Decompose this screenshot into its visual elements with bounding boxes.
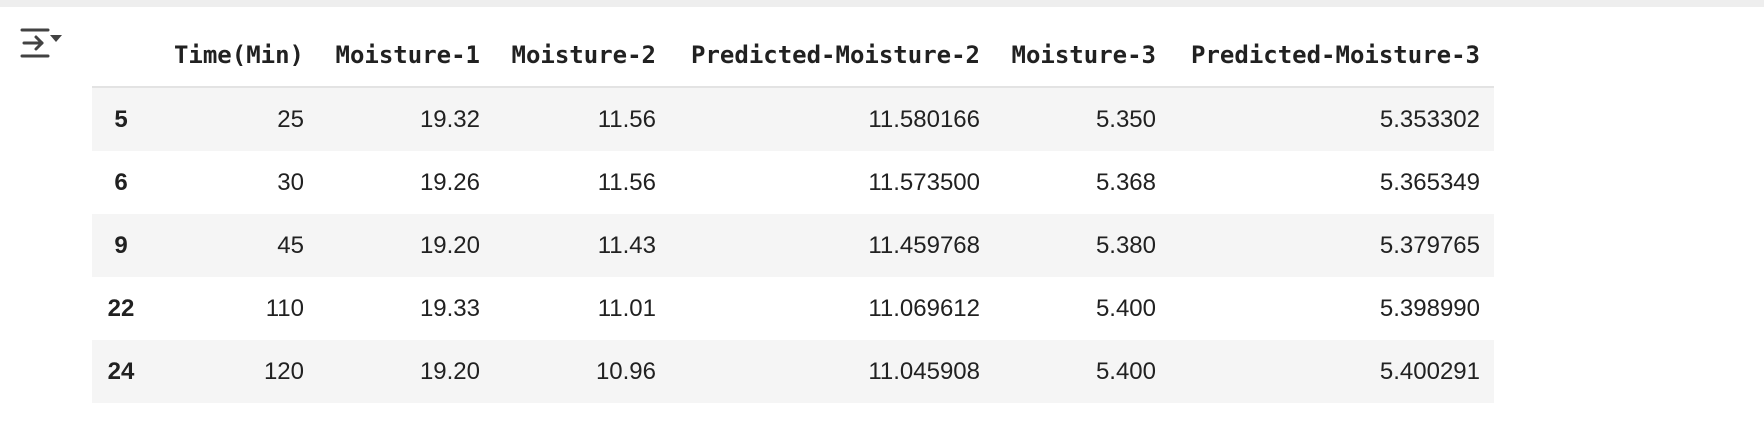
cell-predicted-moisture-2: 11.573500 — [868, 168, 980, 196]
cell-time: 25 — [277, 105, 304, 133]
cell-moisture-3: 5.400 — [1095, 357, 1156, 385]
cell-moisture-1: 19.32 — [419, 105, 480, 133]
cell-predicted-moisture-2: 11.045908 — [868, 357, 980, 385]
cell-time: 120 — [263, 357, 304, 385]
row-index: 5 — [114, 105, 128, 133]
cell-moisture-1: 19.20 — [419, 357, 480, 385]
cell-moisture-2: 11.56 — [597, 105, 656, 133]
cell-moisture-3: 5.400 — [1095, 294, 1156, 322]
cell-predicted-moisture-3: 5.353302 — [1379, 105, 1480, 133]
dataframe-table: Time(Min) Moisture-1 Moisture-2 Predicte… — [92, 24, 1494, 403]
column-header-time: Time(Min) — [150, 24, 318, 88]
table-row: 5 25 19.32 11.56 11.580166 5.350 5.35330… — [92, 87, 1494, 151]
column-header-predicted-moisture-2: Predicted-Moisture-2 — [670, 24, 994, 88]
output-toggle-button[interactable] — [20, 25, 66, 65]
cell-predicted-moisture-2: 11.459768 — [868, 231, 980, 259]
row-index: 22 — [107, 294, 135, 322]
cell-moisture-3: 5.350 — [1095, 105, 1156, 133]
column-header-moisture-1: Moisture-1 — [318, 24, 494, 88]
cell-moisture-3: 5.380 — [1095, 231, 1156, 259]
cell-moisture-1: 19.33 — [419, 294, 480, 322]
cell-predicted-moisture-3: 5.379765 — [1379, 231, 1480, 259]
cell-predicted-moisture-2: 11.580166 — [868, 105, 980, 133]
table-row: 6 30 19.26 11.56 11.573500 5.368 5.36534… — [92, 151, 1494, 214]
cell-predicted-moisture-3: 5.400291 — [1379, 357, 1480, 385]
cell-predicted-moisture-3: 5.398990 — [1379, 294, 1480, 322]
cell-moisture-2: 11.01 — [597, 294, 656, 322]
cell-moisture-1: 19.20 — [419, 231, 480, 259]
column-header-moisture-3: Moisture-3 — [994, 24, 1170, 88]
index-header — [92, 24, 150, 88]
cell-time: 110 — [265, 294, 304, 322]
cell-moisture-2: 11.43 — [597, 231, 656, 259]
row-index: 9 — [114, 231, 128, 259]
column-header-predicted-moisture-3: Predicted-Moisture-3 — [1170, 24, 1494, 88]
output-collapse-icon — [20, 25, 66, 61]
cell-moisture-2: 11.56 — [597, 168, 656, 196]
cell-time: 30 — [277, 168, 304, 196]
cell-predicted-moisture-2: 11.069612 — [868, 294, 980, 322]
cell-top-border — [0, 0, 1764, 7]
table-row: 22 110 19.33 11.01 11.069612 5.400 5.398… — [92, 277, 1494, 340]
cell-moisture-1: 19.26 — [419, 168, 480, 196]
table-header-row: Time(Min) Moisture-1 Moisture-2 Predicte… — [92, 24, 1494, 88]
column-header-moisture-2: Moisture-2 — [494, 24, 670, 88]
cell-moisture-2: 10.96 — [595, 357, 656, 385]
table-row: 9 45 19.20 11.43 11.459768 5.380 5.37976… — [92, 214, 1494, 277]
cell-moisture-3: 5.368 — [1095, 168, 1156, 196]
row-index: 24 — [107, 357, 135, 385]
row-index: 6 — [114, 168, 128, 196]
cell-predicted-moisture-3: 5.365349 — [1379, 168, 1480, 196]
table-row: 24 120 19.20 10.96 11.045908 5.400 5.400… — [92, 340, 1494, 403]
cell-time: 45 — [277, 231, 304, 259]
